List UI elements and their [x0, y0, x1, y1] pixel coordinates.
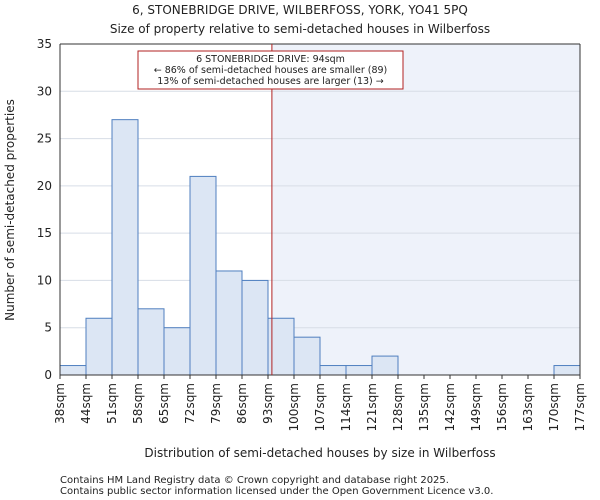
x-tick-label: 44sqm: [79, 383, 93, 424]
bar: [553, 365, 581, 376]
x-tick-label: 170sqm: [547, 383, 561, 431]
y-tick-label: 5: [44, 321, 52, 335]
bar: [215, 270, 243, 376]
x-tick-label: 65sqm: [157, 383, 171, 424]
highlight-region: [271, 44, 580, 375]
x-tick-label: 163sqm: [521, 383, 535, 431]
x-tick-label: 149sqm: [469, 383, 483, 431]
bar: [345, 365, 373, 376]
x-tick-label: 121sqm: [365, 383, 379, 431]
x-tick-label: 93sqm: [261, 383, 275, 424]
y-tick-label: 15: [37, 226, 52, 240]
bar: [319, 365, 347, 376]
footer-line1: Contains HM Land Registry data © Crown c…: [60, 475, 449, 486]
bar: [59, 365, 87, 376]
bar: [163, 327, 191, 376]
y-tick-label: 0: [44, 368, 52, 382]
x-tick-label: 86sqm: [235, 383, 249, 424]
x-tick-label: 177sqm: [573, 383, 587, 431]
x-axis-label: Distribution of semi-detached houses by …: [144, 446, 495, 460]
x-tick-label: 51sqm: [105, 383, 119, 424]
bar: [137, 308, 165, 376]
x-tick-label: 58sqm: [131, 383, 145, 424]
x-tick-label: 72sqm: [183, 383, 197, 424]
y-tick-label: 20: [37, 179, 52, 193]
bar: [111, 119, 139, 376]
x-tick-label: 135sqm: [417, 383, 431, 431]
bar: [85, 317, 113, 376]
bar: [189, 175, 217, 376]
bar: [293, 336, 321, 376]
bar: [241, 279, 269, 376]
annotation-line-2: ← 86% of semi-detached houses are smalle…: [154, 65, 388, 76]
x-tick-label: 156sqm: [495, 383, 509, 431]
x-tick-label: 128sqm: [391, 383, 405, 431]
y-tick-label: 10: [37, 273, 52, 287]
plot-area: 0 5 10 15 20 25 30 35 38sqm 44sqm 51sqm 58sqm 65sqm 7…: [37, 37, 587, 431]
x-tick-label: 38sqm: [53, 383, 67, 424]
chart-title-line2: Size of property relative to semi-detach…: [110, 22, 490, 36]
x-tick-label: 100sqm: [287, 383, 301, 431]
annotation-box: [137, 50, 404, 90]
x-tick-label: 114sqm: [339, 383, 353, 431]
x-tick-label: 79sqm: [209, 383, 223, 424]
x-tick-label: 107sqm: [313, 383, 327, 431]
annotation-line-1: 6 STONEBRIDGE DRIVE: 94sqm: [196, 54, 345, 65]
y-axis-label: Number of semi-detached properties: [3, 99, 17, 321]
y-tick-label: 30: [37, 84, 52, 98]
x-tick-label: 142sqm: [443, 383, 457, 431]
footer-line2: Contains public sector information licen…: [60, 486, 493, 497]
bar: [371, 355, 399, 376]
y-tick-label: 25: [37, 132, 52, 146]
chart-title-line1: 6, STONEBRIDGE DRIVE, WILBERFOSS, YORK, …: [132, 3, 468, 17]
y-tick-label: 35: [37, 37, 52, 51]
annotation-line-3: 13% of semi-detached houses are larger (…: [157, 76, 384, 87]
